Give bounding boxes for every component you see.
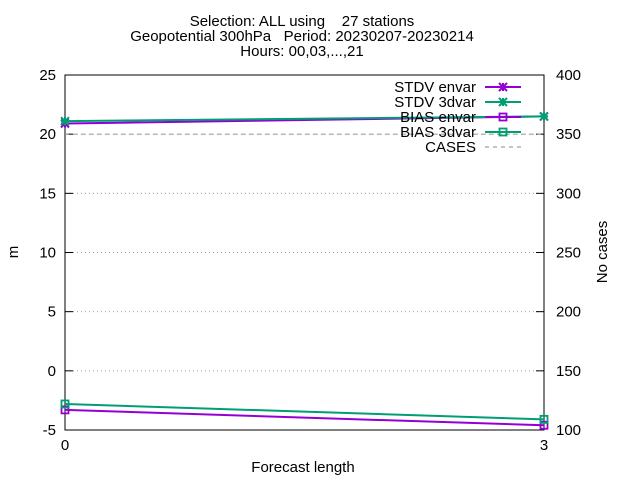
y-tick-label: 20 [39, 126, 56, 143]
y2-tick-label: 200 [556, 304, 581, 321]
series-line [64, 115, 545, 123]
x-axis-label: Forecast length [251, 459, 354, 476]
y-tick-label: 15 [39, 185, 56, 202]
data-point [60, 405, 70, 415]
series [60, 111, 549, 430]
legend-label: BIAS envar [400, 109, 476, 126]
data-point [498, 112, 508, 122]
legend-item: BIAS envar [400, 109, 521, 126]
legend-item: STDV 3dvar [394, 94, 521, 111]
title-line: Geopotential 300hPa Period: 20230207-202… [130, 28, 474, 45]
data-point [60, 116, 70, 126]
y2-tick-label: 100 [556, 422, 581, 439]
series-bias-3dvar [60, 399, 549, 424]
legend-item: STDV envar [394, 79, 521, 96]
series-line [64, 408, 545, 427]
legend-label: STDV 3dvar [394, 94, 476, 111]
title-line: Hours: 00,03,...,21 [240, 43, 363, 60]
series-stdv-3dvar [60, 111, 549, 126]
y-axis-label: m [5, 246, 22, 259]
axis-ticks: -5 0 5 10 15 20 25 100 150 200 250 300 350 400 0 3 [39, 67, 581, 454]
legend-label: BIAS 3dvar [400, 124, 476, 141]
data-point [539, 111, 549, 122]
legend-label: STDV envar [394, 79, 476, 96]
title-line: Selection: ALL using 27 stations [190, 13, 415, 30]
y2-tick-label: 350 [556, 126, 581, 143]
data-point [498, 127, 508, 137]
grid [65, 133, 544, 372]
y2-tick-label: 150 [556, 363, 581, 380]
y2-tick-label: 400 [556, 67, 581, 84]
y2-tick-label: 250 [556, 245, 581, 262]
y2-axis-label: No cases [594, 221, 611, 284]
data-point [539, 414, 549, 424]
data-point [498, 97, 508, 107]
legend-item: BIAS 3dvar [400, 124, 521, 141]
legend-item: CASES [425, 139, 521, 156]
y-tick-label: 25 [39, 67, 56, 84]
y-tick-label: 5 [48, 304, 56, 321]
x-tick-label: 0 [61, 437, 69, 454]
y-tick-label: -5 [43, 422, 56, 439]
chart-title: Selection: ALL using 27 stationsGeopoten… [130, 13, 474, 60]
legend-label: CASES [425, 139, 476, 156]
series-bias-envar [60, 405, 549, 430]
y-tick-label: 10 [39, 245, 56, 262]
data-point [60, 399, 70, 409]
series-line [64, 402, 545, 421]
y-tick-label: 0 [48, 363, 56, 380]
data-point [539, 420, 549, 430]
data-point [498, 82, 508, 92]
x-tick-label: 3 [540, 437, 548, 454]
y2-tick-label: 300 [556, 185, 581, 202]
